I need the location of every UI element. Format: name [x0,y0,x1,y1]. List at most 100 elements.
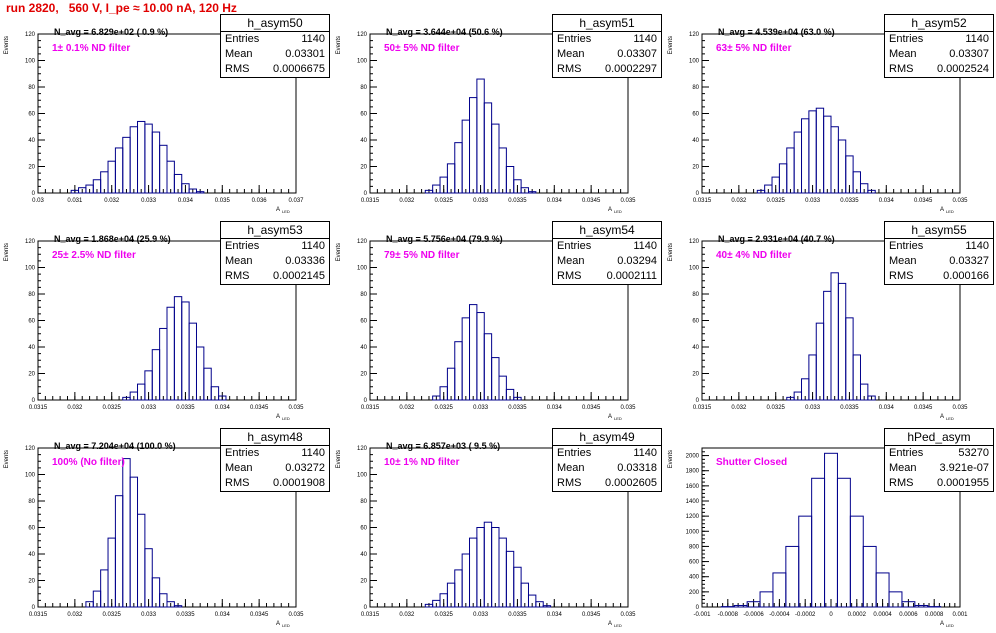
histogram-bin [477,79,484,193]
x-axis-label: A [940,414,944,420]
y-tick-label: 80 [360,292,367,298]
x-tick-label: 0.0325 [435,612,454,618]
y-tick-label: 40 [692,138,699,144]
histogram-bin [152,350,159,400]
y-tick-label: 80 [360,85,367,91]
histogram-bin [455,570,462,607]
y-tick-label: 80 [28,499,35,505]
histogram-bin [794,132,801,193]
x-axis-label: A [940,207,944,213]
y-tick-label: 100 [357,59,368,65]
x-tick-label: 0.0345 [582,405,601,411]
histogram-bin [492,124,499,193]
histogram-bin [825,453,838,607]
stats-label: RMS [889,269,913,284]
x-tick-label: 0.0008 [925,612,944,618]
x-tick-label: 0.0335 [840,405,859,411]
histogram-bin [447,164,454,193]
y-axis-label: Events [4,36,10,54]
histogram-bin [167,307,174,400]
y-tick-label: 0 [32,398,36,404]
histogram-bin [484,522,491,607]
histogram-bin [196,347,203,400]
x-tick-label: 0.033 [473,612,489,618]
y-tick-label: 120 [25,446,36,452]
y-tick-label: 40 [28,552,35,558]
x-tick-label: 0.0325 [103,405,122,411]
stats-value: 3.921e-07 [939,461,989,476]
x-tick-label: 0.0315 [29,405,48,411]
x-axis-label-subscript: LED [946,416,954,421]
y-tick-label: 40 [692,345,699,351]
x-tick-label: 0 [829,612,833,618]
histogram-bin [816,108,823,193]
stats-value: 0.0006675 [273,62,325,77]
x-tick-label: -0.0008 [718,612,739,618]
x-axis-label-subscript: LED [282,209,290,214]
histogram-bin [734,605,747,607]
y-tick-label: 40 [28,345,35,351]
y-tick-label: 120 [357,446,368,452]
histogram-bin [455,143,462,193]
histogram-bin [115,496,122,607]
y-tick-label: 100 [689,266,700,272]
x-axis-label-subscript: LED [282,623,290,628]
histogram-bin [484,103,491,193]
histogram-bin [499,538,506,607]
x-tick-label: 0.036 [252,198,268,204]
x-tick-label: 0.035 [215,198,231,204]
y-tick-label: 100 [357,473,368,479]
stats-label: Mean [225,254,253,269]
stats-box-title: h_asym53 [221,222,329,239]
x-tick-label: 0.034 [215,405,231,411]
x-tick-label: 0.032 [399,612,415,618]
histogram-bin [462,120,469,193]
x-axis-label: A [276,414,280,420]
x-axis-label-subscript: LED [614,623,622,628]
x-axis-label-subscript: LED [282,416,290,421]
y-tick-label: 80 [360,499,367,505]
stats-value: 0.0001955 [937,476,989,491]
y-tick-label: 800 [689,544,700,550]
x-tick-label: 0.033 [141,405,157,411]
x-tick-label: 0.035 [620,198,636,204]
y-tick-label: 40 [360,345,367,351]
histogram-bin [863,546,876,607]
histogram-bin [786,546,799,607]
stats-label: RMS [889,62,913,77]
histogram-bin [477,528,484,608]
stats-value: 0.03318 [617,461,657,476]
x-tick-label: 0.033 [805,198,821,204]
y-tick-label: 1000 [686,529,700,535]
stats-label: Mean [889,461,917,476]
y-tick-label: 0 [32,605,36,611]
x-tick-label: 0.0325 [435,198,454,204]
histogram-bin [160,145,167,193]
stats-label: Entries [557,32,591,47]
stats-value: 1140 [633,446,657,461]
stats-box-title: h_asym52 [885,15,993,32]
histogram-bin [838,283,845,400]
y-tick-label: 120 [25,239,36,245]
histogram-bin [204,368,211,400]
x-tick-label: 0.0315 [29,612,48,618]
histogram-bin [816,323,823,400]
y-axis-label: Events [668,450,674,468]
stats-value: 0.000166 [943,269,989,284]
y-axis-label: Events [4,243,10,261]
stats-value: 0.0001908 [273,476,325,491]
stats-label: RMS [557,476,581,491]
